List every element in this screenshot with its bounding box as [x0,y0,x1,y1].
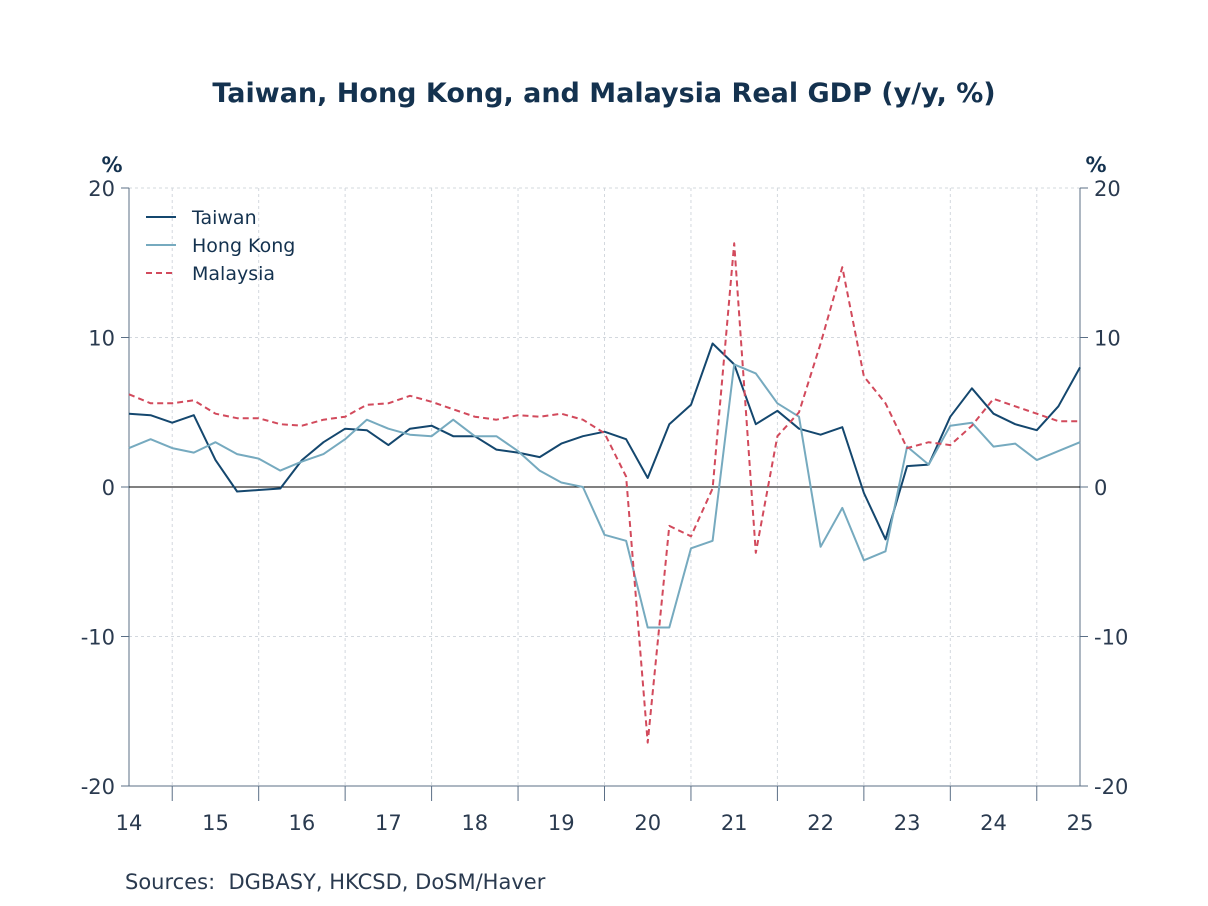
x-tick-label: 25 [1067,811,1094,835]
x-tick-label: 22 [807,811,834,835]
y-tick-label-right: 20 [1094,177,1121,201]
legend-label-taiwan: Taiwan [191,207,257,229]
y-tick-label-right: 0 [1094,476,1107,500]
x-tick-label: 21 [721,811,748,835]
y-tick-label-left: 0 [102,476,115,500]
y-tick-label-right: 10 [1094,327,1121,351]
series-layer [128,242,1081,744]
x-tick-label: 20 [634,811,661,835]
x-tick-label: 19 [548,811,575,835]
y-axis-unit-right: % [1085,153,1106,177]
series-line-taiwan [128,342,1081,541]
source-note: Sources: DGBASY, HKCSD, DoSM/Haver [125,870,546,894]
y-tick-label-right: -10 [1094,626,1128,650]
x-tick-label: 18 [461,811,488,835]
y-tick-label-left: -20 [81,775,115,799]
x-tick-label: 23 [894,811,921,835]
x-tick-label: 15 [202,811,229,835]
y-tick-label-left: -10 [81,626,115,650]
series-line-malaysia [128,242,1080,744]
chart-title: Taiwan, Hong Kong, and Malaysia Real GDP… [212,78,996,109]
y-tick-label-right: -20 [1094,775,1128,799]
legend-label-hong-kong: Hong Kong [192,235,295,257]
y-tick-label-left: 10 [88,327,115,351]
y-axis-unit-left: % [101,153,122,177]
x-tick-label: 17 [375,811,402,835]
x-tick-label: 24 [980,811,1007,835]
x-tick-label: 14 [116,811,143,835]
series-line-hong-kong [128,363,1081,629]
y-tick-label-left: 20 [88,177,115,201]
legend: Taiwan Hong Kong Malaysia [146,207,295,285]
x-tick-label: 16 [289,811,316,835]
legend-label-malaysia: Malaysia [192,263,275,285]
